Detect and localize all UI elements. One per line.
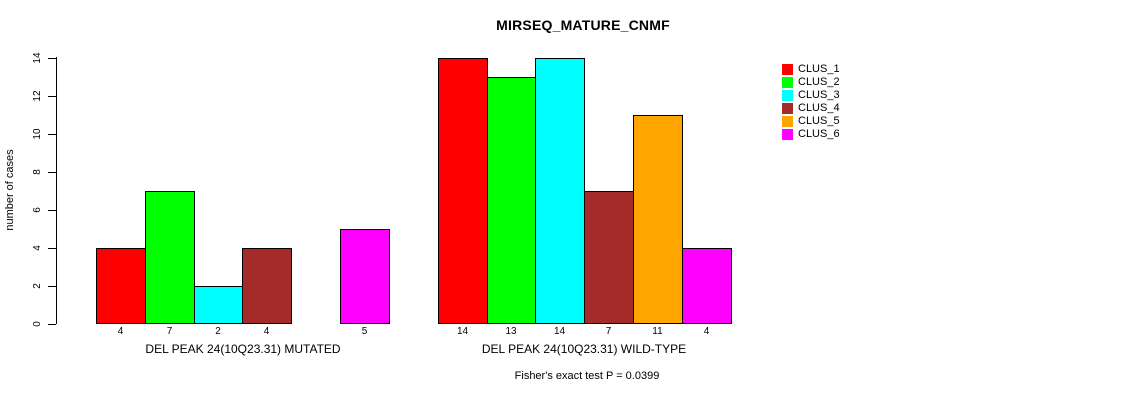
y-tick bbox=[48, 324, 56, 325]
bar-value-label: 7 bbox=[166, 326, 173, 337]
y-tick bbox=[48, 172, 56, 173]
footnote: Fisher's exact test P = 0.0399 bbox=[514, 370, 660, 382]
legend-item-label: CLUS_6 bbox=[798, 128, 840, 140]
bar-value-label: 7 bbox=[605, 326, 612, 337]
legend-color-swatch-clus_3 bbox=[782, 90, 793, 101]
bar-clus_3-wild-type bbox=[535, 58, 585, 324]
y-tick-label: 8 bbox=[31, 169, 43, 175]
legend-item-label: CLUS_3 bbox=[798, 89, 840, 101]
y-axis-label: number of cases bbox=[4, 149, 16, 231]
legend-color-swatch-clus_5 bbox=[782, 116, 793, 127]
legend-item-clus_6: CLUS_6 bbox=[782, 128, 840, 141]
y-tick bbox=[48, 134, 56, 135]
legend-item-clus_3: CLUS_3 bbox=[782, 89, 840, 102]
legend-item-label: CLUS_5 bbox=[798, 115, 840, 127]
y-tick-label: 14 bbox=[31, 52, 43, 64]
bar-value-label: 13 bbox=[505, 326, 517, 337]
y-tick bbox=[48, 248, 56, 249]
y-tick bbox=[48, 210, 56, 211]
y-tick-label: 4 bbox=[31, 245, 43, 251]
bar-clus_6-mutated bbox=[340, 229, 390, 324]
legend-item-label: CLUS_2 bbox=[798, 76, 840, 88]
bar-value-label: 4 bbox=[117, 326, 124, 337]
legend: CLUS_1 CLUS_2 CLUS_3 CLUS_4 CLUS_5 CLUS_6 bbox=[782, 63, 840, 141]
bar-value-label: 11 bbox=[652, 326, 663, 337]
bar-value-label: 2 bbox=[215, 326, 221, 337]
bar-clus_4-wild-type bbox=[584, 191, 634, 324]
legend-item-label: CLUS_1 bbox=[798, 63, 840, 75]
legend-item-clus_2: CLUS_2 bbox=[782, 76, 840, 89]
bar-value-label: 4 bbox=[263, 326, 270, 337]
bar-clus_1-mutated bbox=[96, 248, 146, 324]
y-tick-label: 0 bbox=[31, 321, 43, 327]
chart-title: MIRSEQ_MATURE_CNMF bbox=[496, 17, 670, 33]
legend-item-clus_5: CLUS_5 bbox=[782, 115, 840, 128]
legend-color-swatch-clus_4 bbox=[782, 103, 793, 114]
y-tick bbox=[48, 96, 56, 97]
x-axis-group-label-mutated: DEL PEAK 24(10Q23.31) MUTATED bbox=[145, 342, 341, 356]
legend-color-swatch-clus_2 bbox=[782, 77, 793, 88]
bar-clus_3-mutated bbox=[194, 286, 243, 324]
y-tick-label: 12 bbox=[31, 90, 43, 102]
bar-clus_1-wild-type bbox=[438, 58, 488, 324]
legend-color-swatch-clus_6 bbox=[782, 129, 793, 140]
bar-clus_2-wild-type bbox=[487, 77, 536, 324]
legend-item-label: CLUS_4 bbox=[798, 102, 840, 114]
y-tick-label: 2 bbox=[31, 283, 43, 289]
bar-value-label: 5 bbox=[361, 326, 368, 337]
y-tick-label: 6 bbox=[31, 207, 43, 213]
y-tick-label: 10 bbox=[31, 128, 43, 140]
bar-value-label: 14 bbox=[456, 326, 469, 337]
bar-value-label: 4 bbox=[703, 326, 710, 337]
x-axis-group-label-wild-type: DEL PEAK 24(10Q23.31) WILD-TYPE bbox=[481, 342, 687, 356]
y-tick bbox=[48, 58, 56, 59]
legend-item-clus_1: CLUS_1 bbox=[782, 63, 840, 76]
bar-value-label: 14 bbox=[553, 326, 566, 337]
bar-clus_4-mutated bbox=[242, 248, 292, 324]
bar-clus_2-mutated bbox=[145, 191, 195, 324]
legend-color-swatch-clus_1 bbox=[782, 64, 793, 75]
y-tick bbox=[48, 286, 56, 287]
bar-clus_5-wild-type bbox=[633, 115, 683, 324]
bar-clus_6-wild-type bbox=[682, 248, 732, 324]
y-axis bbox=[56, 57, 57, 324]
legend-item-clus_4: CLUS_4 bbox=[782, 102, 840, 115]
